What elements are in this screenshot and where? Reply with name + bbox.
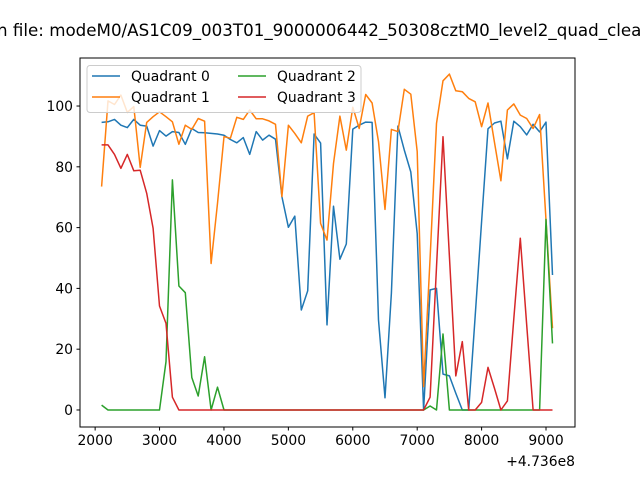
legend-label: Quadrant 1 (131, 90, 210, 106)
x-tick-label: 4000 (206, 433, 241, 449)
x-tick-label: 3000 (142, 433, 177, 449)
series-line-quadrant-1 (100, 73, 554, 388)
legend-label: Quadrant 3 (277, 90, 356, 106)
y-tick-label: 40 (55, 281, 73, 297)
y-tick-label: 20 (55, 342, 73, 358)
x-tick-label: 6000 (335, 433, 370, 449)
series-line-quadrant-0 (101, 118, 554, 411)
x-offset-label: +4.736e8 (506, 454, 575, 470)
y-tick-label: 60 (55, 221, 73, 237)
legend-label: Quadrant 2 (277, 69, 356, 85)
x-tick-label: 9000 (528, 433, 563, 449)
y-tick-label: 80 (55, 160, 73, 176)
x-tick-label: 2000 (77, 433, 112, 449)
y-tick-label: 100 (46, 99, 73, 115)
legend-label: Quadrant 0 (131, 69, 210, 85)
x-tick-label: 8000 (464, 433, 499, 449)
series-line-quadrant-3 (101, 135, 553, 411)
chart-title: n file: modeM0/AS1C09_003T01_9000006442_… (0, 20, 640, 41)
axes-frame (79, 57, 576, 428)
x-tick-label: 5000 (271, 433, 306, 449)
ticks-layer: 2000 3000 4000 5000 6000 7000 8000 9000 0 20 40 60 8… (46, 99, 563, 449)
legend: Quadrant 0 Quadrant 1 Quadrant 2 Quadrant 3 (86, 65, 362, 113)
series-line-quadrant-2 (101, 179, 554, 411)
y-tick-label: 0 (64, 403, 73, 419)
series-layer (100, 73, 554, 411)
legend-box (86, 65, 362, 113)
x-tick-label: 7000 (400, 433, 435, 449)
